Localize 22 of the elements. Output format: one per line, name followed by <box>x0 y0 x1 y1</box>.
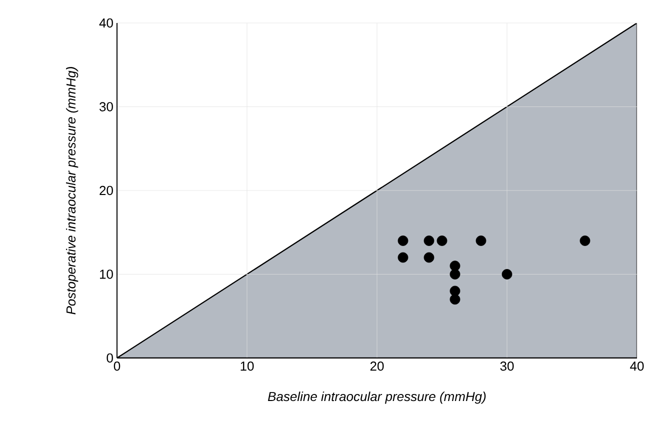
point <box>450 269 460 280</box>
y-axis-title: Postoperative intraocular pressure (mmHg) <box>66 67 78 314</box>
point <box>580 236 590 246</box>
x-tick-label: 20 <box>370 362 384 371</box>
y-tick-label: 0 <box>106 353 113 363</box>
point <box>398 236 408 246</box>
x-tick-label: 10 <box>240 362 254 371</box>
y-tick-label: 10 <box>100 270 113 279</box>
x-axis-title: Baseline intraocular pressure (mmHg) <box>268 392 486 404</box>
x-tick-label: 30 <box>500 362 514 371</box>
y-tick-label: 30 <box>100 102 113 112</box>
x-tick-label: 40 <box>630 362 644 371</box>
point <box>450 294 460 305</box>
x-tick-label: 0 <box>114 362 120 371</box>
point <box>476 236 486 246</box>
point <box>424 236 434 246</box>
point <box>502 269 512 280</box>
y-tick-label: 20 <box>100 186 113 196</box>
point <box>436 236 448 246</box>
y-tick-label: 40 <box>99 18 113 28</box>
point <box>398 252 408 263</box>
point <box>424 252 434 263</box>
